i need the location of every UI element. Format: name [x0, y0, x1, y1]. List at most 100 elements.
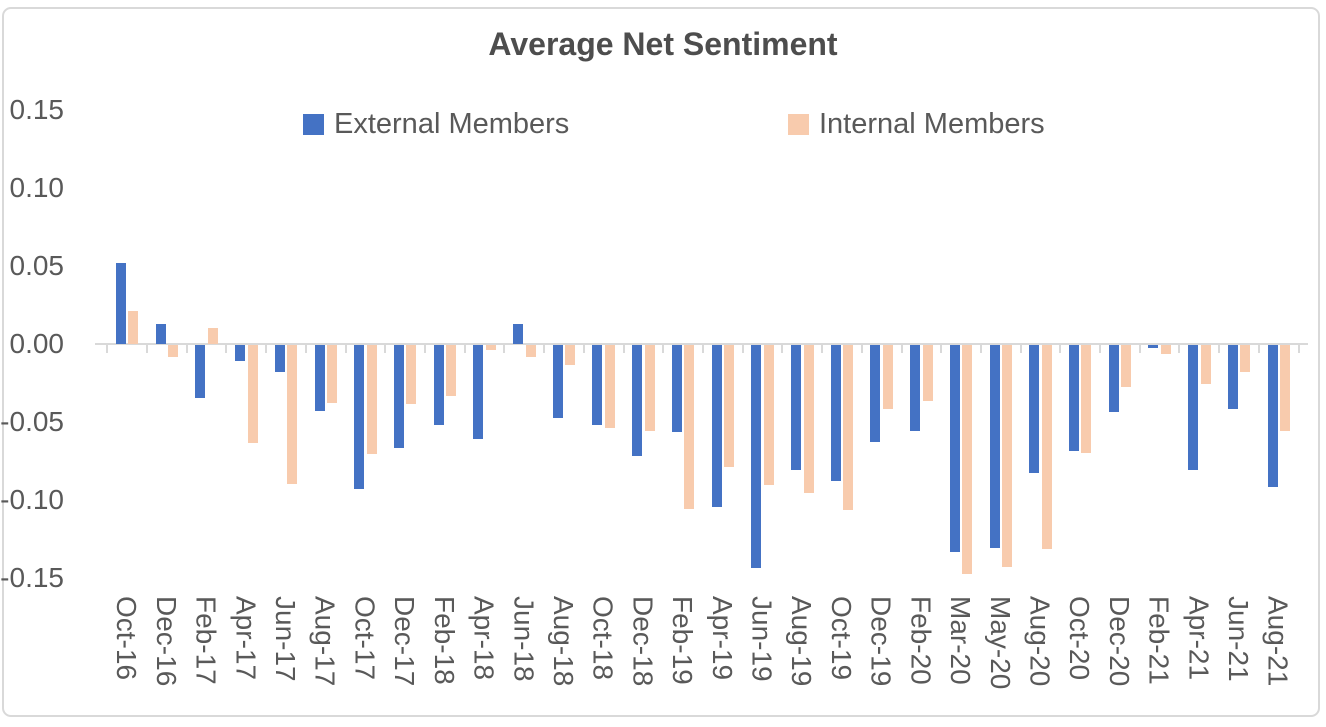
bar-external-Jun-19: [751, 345, 762, 569]
x-axis-category-label: Dec-16: [150, 596, 182, 687]
x-axis-line: [95, 343, 1308, 345]
x-axis-tick: [701, 344, 704, 353]
bar-external-Aug-21: [1267, 345, 1278, 487]
legend-label-internal: Internal Members: [819, 108, 1045, 140]
x-axis-category-label: Feb-17: [190, 596, 222, 685]
x-axis-category-label: Dec-18: [627, 596, 659, 687]
bar-external-Feb-21: [1148, 345, 1159, 349]
x-axis-tick: [543, 344, 546, 353]
bar-external-Oct-16: [115, 262, 126, 344]
x-axis-category-label: Dec-19: [865, 596, 897, 687]
bar-internal-Dec-16: [168, 345, 179, 358]
bar-external-Dec-18: [632, 345, 643, 456]
bar-internal-Oct-20: [1081, 345, 1092, 453]
x-axis-tick: [146, 344, 148, 353]
bar-internal-Dec-17: [406, 345, 417, 405]
bar-external-Feb-18: [433, 345, 444, 425]
x-axis-tick: [185, 344, 188, 353]
bar-internal-Oct-18: [604, 345, 615, 428]
legend-swatch-external-icon: [303, 114, 324, 135]
x-axis-category-label: Apr-21: [1183, 596, 1215, 681]
x-axis-category-label: Aug-18: [547, 596, 579, 687]
x-axis-tick: [304, 344, 307, 353]
bar-internal-Jun-19: [763, 345, 774, 486]
x-axis-category-label: Apr-17: [230, 596, 262, 681]
bar-internal-Aug-17: [327, 345, 337, 403]
bar-internal-May-20: [1002, 345, 1013, 567]
x-axis-category-label: Aug-20: [1024, 596, 1056, 687]
x-axis-category-label: Jun-17: [269, 596, 301, 682]
x-axis-tick: [1059, 344, 1062, 353]
bar-external-Aug-20: [1029, 345, 1040, 473]
y-axis-tick-label: -0.05: [0, 406, 64, 437]
x-axis-category-label: Aug-19: [786, 596, 818, 687]
x-axis-category-label: Feb-19: [667, 596, 699, 685]
bar-internal-Mar-20: [962, 345, 973, 575]
x-axis-tick: [384, 344, 387, 353]
x-axis-category-label: Apr-19: [706, 596, 738, 681]
x-axis-category-label: Mar-20: [945, 596, 977, 685]
bar-external-Dec-20: [1108, 345, 1119, 413]
bar-internal-Feb-18: [446, 345, 457, 397]
bar-internal-Aug-18: [565, 345, 576, 366]
legend-item-internal-members: Internal Members: [788, 108, 1045, 141]
bar-external-Oct-20: [1068, 345, 1079, 452]
x-axis-tick: [821, 344, 824, 353]
x-axis-tick: [900, 344, 903, 353]
x-axis-tick: [860, 344, 863, 353]
bar-external-Feb-19: [671, 345, 682, 433]
bar-external-Apr-19: [711, 345, 722, 508]
x-axis-tick: [582, 344, 585, 353]
x-axis-tick: [225, 344, 228, 353]
x-axis-category-label: May-20: [984, 596, 1016, 690]
x-axis-category-label: Oct-18: [587, 596, 619, 681]
x-axis-tick: [1178, 344, 1181, 353]
x-axis-category-label: Feb-18: [428, 596, 460, 685]
bar-internal-Feb-21: [1160, 345, 1171, 355]
x-axis-tick: [781, 344, 784, 353]
x-axis-category-label: Feb-20: [905, 596, 937, 685]
x-axis-category-label: Apr-18: [468, 596, 500, 681]
bar-internal-Apr-17: [247, 345, 258, 444]
bar-external-Feb-20: [910, 345, 921, 431]
bar-internal-Feb-20: [922, 345, 933, 402]
bar-internal-Apr-18: [485, 345, 496, 350]
bar-external-Oct-18: [592, 345, 603, 425]
bar-internal-Apr-19: [724, 345, 735, 467]
bar-internal-Jun-18: [525, 345, 536, 358]
x-axis-category-label: Oct-16: [111, 596, 143, 681]
x-axis-tick: [265, 344, 268, 353]
bar-external-Aug-18: [552, 345, 563, 419]
bar-internal-Apr-21: [1200, 345, 1211, 384]
x-axis-tick: [1138, 344, 1141, 353]
x-axis-category-label: Dec-17: [389, 596, 421, 687]
x-axis-tick: [1297, 344, 1300, 353]
x-axis-tick: [106, 344, 109, 353]
x-axis-tick: [622, 344, 625, 353]
bar-internal-Dec-18: [644, 345, 655, 431]
bar-external-Aug-17: [314, 345, 325, 411]
bar-external-Dec-19: [870, 345, 881, 442]
bar-external-Jun-17: [274, 345, 285, 372]
bar-internal-Dec-20: [1121, 345, 1132, 388]
x-axis-tick: [979, 344, 982, 353]
x-axis-category-label: Oct-19: [825, 596, 857, 681]
bar-external-Feb-17: [195, 345, 206, 399]
y-axis-tick-label: 0.10: [9, 172, 65, 203]
bar-external-Apr-17: [235, 345, 246, 361]
y-axis-tick-label: 0.15: [9, 94, 65, 125]
bar-internal-Oct-16: [128, 311, 139, 344]
bar-internal-Dec-19: [882, 345, 893, 409]
legend-item-external-members: External Members: [303, 108, 569, 141]
bar-external-Apr-18: [473, 345, 484, 439]
x-axis-category-label: Aug-17: [309, 596, 341, 687]
bar-external-Jun-21: [1227, 345, 1238, 409]
x-axis-tick: [1099, 344, 1102, 353]
bar-external-Jun-18: [513, 323, 524, 344]
bar-internal-Aug-21: [1280, 345, 1291, 431]
bar-internal-Jun-17: [287, 345, 298, 484]
x-axis-tick: [1218, 344, 1221, 353]
x-axis-category-label: Jun-18: [508, 596, 540, 682]
legend-label-external: External Members: [334, 108, 570, 140]
